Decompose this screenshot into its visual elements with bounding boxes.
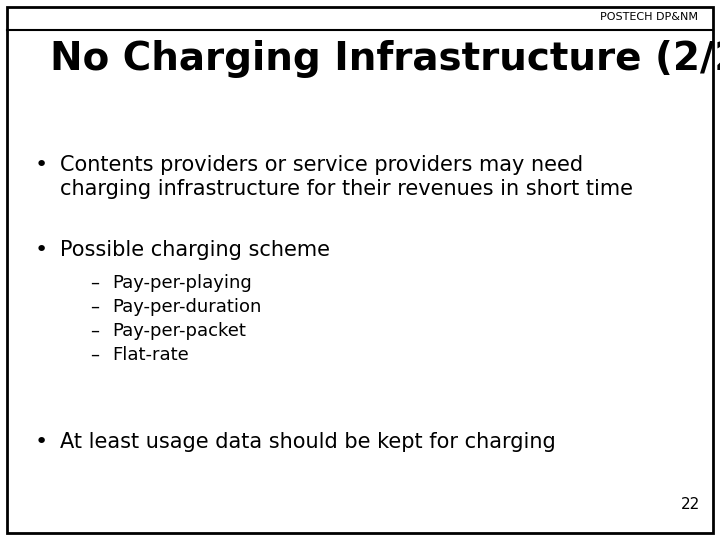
Text: No Charging Infrastructure (2/2): No Charging Infrastructure (2/2) — [50, 40, 720, 78]
Text: Flat-rate: Flat-rate — [112, 346, 189, 364]
Text: At least usage data should be kept for charging: At least usage data should be kept for c… — [60, 432, 556, 452]
Text: –: – — [90, 322, 99, 340]
Text: Possible charging scheme: Possible charging scheme — [60, 240, 330, 260]
Text: 22: 22 — [680, 497, 700, 512]
Text: •: • — [35, 155, 48, 175]
Text: Pay-per-packet: Pay-per-packet — [112, 322, 246, 340]
Text: •: • — [35, 240, 48, 260]
Text: •: • — [35, 432, 48, 452]
Text: Contents providers or service providers may need: Contents providers or service providers … — [60, 155, 583, 175]
Text: charging infrastructure for their revenues in short time: charging infrastructure for their revenu… — [60, 179, 633, 199]
Text: Pay-per-playing: Pay-per-playing — [112, 274, 252, 292]
Text: POSTECH DP&NM: POSTECH DP&NM — [600, 12, 698, 22]
Text: –: – — [90, 298, 99, 316]
Text: –: – — [90, 274, 99, 292]
Text: Pay-per-duration: Pay-per-duration — [112, 298, 261, 316]
Text: –: – — [90, 346, 99, 364]
